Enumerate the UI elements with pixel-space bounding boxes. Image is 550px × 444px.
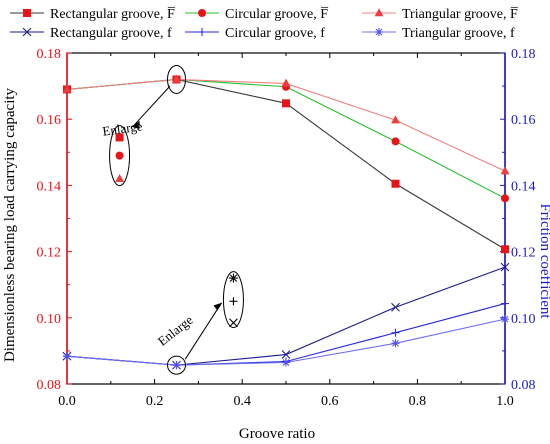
y-left-tick-label: 0.18: [37, 47, 62, 62]
data-point: [500, 262, 510, 272]
legend-label: Rectangular groove, F̅: [50, 7, 175, 22]
arrow-head: [131, 120, 140, 129]
y-left-tick-label: 0.16: [37, 113, 62, 128]
data-point: [500, 166, 510, 175]
legend-label: Circular groove, F̅: [225, 7, 329, 22]
series-line-3: [66, 266, 506, 366]
data-point: [62, 84, 72, 93]
legend-item: Rectangular groove, f: [10, 26, 172, 41]
series-line-1: [66, 78, 506, 199]
data-point: [391, 115, 400, 124]
x-axis-title: Groove ratio: [239, 426, 315, 442]
legend-item: Circular groove, F̅: [185, 7, 329, 22]
data-point: [63, 352, 71, 361]
x-tick-label: 0.0: [58, 394, 76, 409]
callout-arrow: [133, 85, 171, 127]
y-right-tick-label: 0.08: [511, 378, 536, 393]
data-point: [501, 245, 509, 254]
data-point: [391, 137, 400, 146]
data-point: [172, 361, 181, 370]
arrow-head: [213, 302, 223, 311]
data-point: [281, 78, 291, 87]
data-point: [391, 339, 400, 348]
y-left-tick-label: 0.12: [37, 246, 62, 261]
enlarged-ellipse: [109, 125, 131, 187]
data-point: [391, 302, 400, 312]
y-axis-left: 0.08 0.10 0.12 0.14 0.16 0.18: [37, 47, 72, 393]
data-point: [172, 74, 181, 83]
y-right-tick-label: 0.14: [511, 179, 536, 194]
series-line-4: [66, 303, 506, 366]
legend-label: Triangular groove, f: [402, 26, 515, 41]
legend-item: Rectangular groove, F̅: [10, 7, 175, 22]
legend-item: Circular groove, f: [185, 26, 325, 41]
y-right-tick-label: 0.12: [511, 246, 536, 261]
x-tick-label: 1.0: [496, 394, 514, 409]
callout-ellipse: [167, 64, 186, 94]
y-right-tick-label: 0.16: [511, 113, 536, 128]
legend-marker: [375, 28, 383, 36]
enlarged-ellipse: [222, 271, 244, 329]
data-point: [391, 179, 400, 188]
legend-marker: [23, 9, 31, 17]
legend-label: Triangular groove, F̅: [402, 7, 518, 22]
legend-marker: [198, 28, 206, 36]
legend-item: Triangular groove, F̅: [362, 7, 518, 22]
legend-item: Triangular groove, f: [362, 26, 515, 41]
legend-label: Circular groove, f: [225, 26, 325, 41]
y-left-tick-label: 0.14: [37, 179, 62, 194]
annotation-layer: [109, 64, 244, 375]
legend-label: Rectangular groove, f: [50, 26, 172, 41]
enlarged-marker: [115, 151, 124, 160]
x-tick-label: 0.2: [146, 394, 164, 409]
x-tick-label: 0.4: [233, 394, 251, 409]
y-right-tick-label: 0.10: [511, 312, 536, 327]
y-axis-right-title: Friction coefficient: [537, 203, 550, 319]
y-axis-left-title: Dimensionless bearing load carrying capa…: [2, 87, 18, 362]
y-axis-right: 0.08 0.10 0.12 0.14 0.16 0.18: [500, 47, 536, 393]
data-point: [391, 328, 400, 337]
data-point: [501, 315, 509, 324]
x-axis: 0.0 0.2 0.4 0.6 0.8 1.0: [58, 53, 514, 409]
legend-marker: [198, 9, 206, 17]
x-tick-label: 0.6: [321, 394, 339, 409]
y-left-tick-label: 0.10: [37, 312, 62, 327]
data-point: [501, 299, 509, 308]
enlarged-marker: [229, 318, 238, 328]
enlarged-marker: [229, 297, 238, 306]
enlarged-marker: [115, 133, 124, 142]
x-tick-label: 0.8: [409, 394, 427, 409]
legend-marker: [22, 27, 32, 37]
y-right-tick-label: 0.18: [511, 47, 536, 62]
legend: Rectangular groove, F̅ Circular groove, F…: [10, 7, 518, 41]
data-point: [282, 358, 290, 367]
data-point: [501, 194, 509, 203]
enlarge-label-bottom: Enlarge: [155, 312, 196, 349]
data-point: [282, 99, 290, 108]
legend-marker: [374, 8, 384, 17]
callout-arrow: [184, 304, 221, 360]
enlarged-marker: [228, 273, 238, 283]
enlarged-marker: [115, 173, 124, 182]
series-layer: [62, 74, 510, 370]
data-point: [281, 350, 291, 359]
y-left-tick-label: 0.08: [37, 378, 62, 393]
enlarge-label-top: Enlarge: [101, 118, 143, 138]
callout-ellipse: [167, 355, 186, 375]
